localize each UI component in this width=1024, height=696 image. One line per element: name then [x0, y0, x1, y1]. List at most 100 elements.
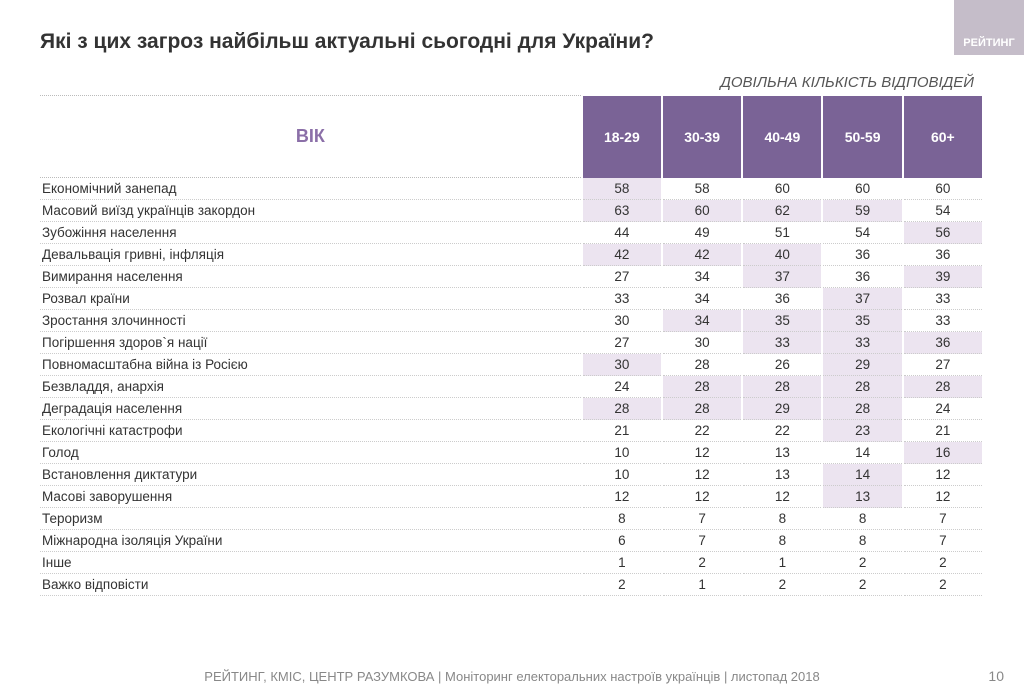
row-label: Екологічні катастрофи [40, 420, 582, 442]
cell-value: 8 [742, 508, 822, 530]
cell-value: 2 [742, 574, 822, 596]
table-row: Економічний занепад5858606060 [40, 178, 983, 200]
cell-value: 8 [742, 530, 822, 552]
row-label: Масові заворушення [40, 486, 582, 508]
cell-value: 28 [903, 376, 983, 398]
cell-value: 8 [822, 530, 902, 552]
row-label: Економічний занепад [40, 178, 582, 200]
cell-value: 36 [822, 266, 902, 288]
cell-value: 27 [582, 332, 662, 354]
cell-value: 8 [822, 508, 902, 530]
cell-value: 7 [662, 508, 742, 530]
cell-value: 54 [903, 200, 983, 222]
table-row: Деградація населення2828292824 [40, 398, 983, 420]
cell-value: 49 [662, 222, 742, 244]
table-row: Тероризм87887 [40, 508, 983, 530]
table-row: Масові заворушення1212121312 [40, 486, 983, 508]
table-row: Безвладдя, анархія2428282828 [40, 376, 983, 398]
cell-value: 37 [742, 266, 822, 288]
footer-text: РЕЙТИНГ, КМІС, ЦЕНТР РАЗУМКОВА | Монітор… [0, 669, 1024, 684]
table-row: Зубожіння населення4449515456 [40, 222, 983, 244]
cell-value: 28 [822, 376, 902, 398]
row-label: Повномасштабна війна із Росією [40, 354, 582, 376]
table-row: Масовий виїзд українців закордон63606259… [40, 200, 983, 222]
cell-value: 23 [822, 420, 902, 442]
cell-value: 34 [662, 266, 742, 288]
cell-value: 12 [662, 486, 742, 508]
cell-value: 13 [742, 442, 822, 464]
cell-value: 14 [822, 464, 902, 486]
cell-value: 12 [742, 486, 822, 508]
row-label: Тероризм [40, 508, 582, 530]
cell-value: 6 [582, 530, 662, 552]
cell-value: 29 [822, 354, 902, 376]
cell-value: 39 [903, 266, 983, 288]
cell-value: 12 [662, 442, 742, 464]
table-row: Погіршення здоров`я нації2730333336 [40, 332, 983, 354]
table-row: Девальвація гривні, інфляція4242403636 [40, 244, 983, 266]
cell-value: 36 [903, 332, 983, 354]
cell-value: 60 [822, 178, 902, 200]
row-label: Встановлення диктатури [40, 464, 582, 486]
cell-value: 58 [662, 178, 742, 200]
cell-value: 36 [822, 244, 902, 266]
table-row: Міжнародна ізоляція України67887 [40, 530, 983, 552]
cell-value: 28 [662, 376, 742, 398]
cell-value: 60 [742, 178, 822, 200]
cell-value: 12 [903, 486, 983, 508]
cell-value: 30 [582, 354, 662, 376]
cell-value: 42 [582, 244, 662, 266]
column-header: 60+ [903, 96, 983, 178]
cell-value: 33 [903, 288, 983, 310]
cell-value: 60 [662, 200, 742, 222]
cell-value: 51 [742, 222, 822, 244]
cell-value: 21 [903, 420, 983, 442]
cell-value: 35 [822, 310, 902, 332]
cell-value: 33 [742, 332, 822, 354]
page-title: Які з цих загроз найбільш актуальні сьог… [40, 30, 984, 54]
cell-value: 34 [662, 288, 742, 310]
cell-value: 7 [662, 530, 742, 552]
cell-value: 36 [742, 288, 822, 310]
cell-value: 56 [903, 222, 983, 244]
cell-value: 1 [742, 552, 822, 574]
table-row: Екологічні катастрофи2122222321 [40, 420, 983, 442]
cell-value: 10 [582, 442, 662, 464]
column-header: 50-59 [822, 96, 902, 178]
table-body: Економічний занепад5858606060Масовий виї… [40, 178, 983, 596]
cell-value: 21 [582, 420, 662, 442]
row-label: Вимирання населення [40, 266, 582, 288]
table-row: Повномасштабна війна із Росією3028262927 [40, 354, 983, 376]
row-label: Безвладдя, анархія [40, 376, 582, 398]
cell-value: 2 [822, 552, 902, 574]
row-label: Зубожіння населення [40, 222, 582, 244]
subtitle: ДОВІЛЬНА КІЛЬКІСТЬ ВІДПОВІДЕЙ [40, 74, 984, 91]
row-label: Деградація населення [40, 398, 582, 420]
row-label: Голод [40, 442, 582, 464]
row-label: Масовий виїзд українців закордон [40, 200, 582, 222]
cell-value: 1 [662, 574, 742, 596]
cell-value: 2 [582, 574, 662, 596]
cell-value: 63 [582, 200, 662, 222]
cell-value: 42 [662, 244, 742, 266]
cell-value: 28 [582, 398, 662, 420]
cell-value: 30 [662, 332, 742, 354]
header-row: ВІК 18-2930-3940-4950-5960+ [40, 96, 983, 178]
cell-value: 7 [903, 508, 983, 530]
cell-value: 62 [742, 200, 822, 222]
table-row: Голод1012131416 [40, 442, 983, 464]
cell-value: 33 [582, 288, 662, 310]
cell-value: 2 [822, 574, 902, 596]
row-label: Інше [40, 552, 582, 574]
column-header: 18-29 [582, 96, 662, 178]
table-row: Вимирання населення2734373639 [40, 266, 983, 288]
cell-value: 16 [903, 442, 983, 464]
cell-value: 7 [903, 530, 983, 552]
row-header-label: ВІК [40, 96, 582, 178]
table-row: Зростання злочинності3034353533 [40, 310, 983, 332]
cell-value: 58 [582, 178, 662, 200]
cell-value: 12 [903, 464, 983, 486]
cell-value: 1 [582, 552, 662, 574]
cell-value: 35 [742, 310, 822, 332]
cell-value: 30 [582, 310, 662, 332]
